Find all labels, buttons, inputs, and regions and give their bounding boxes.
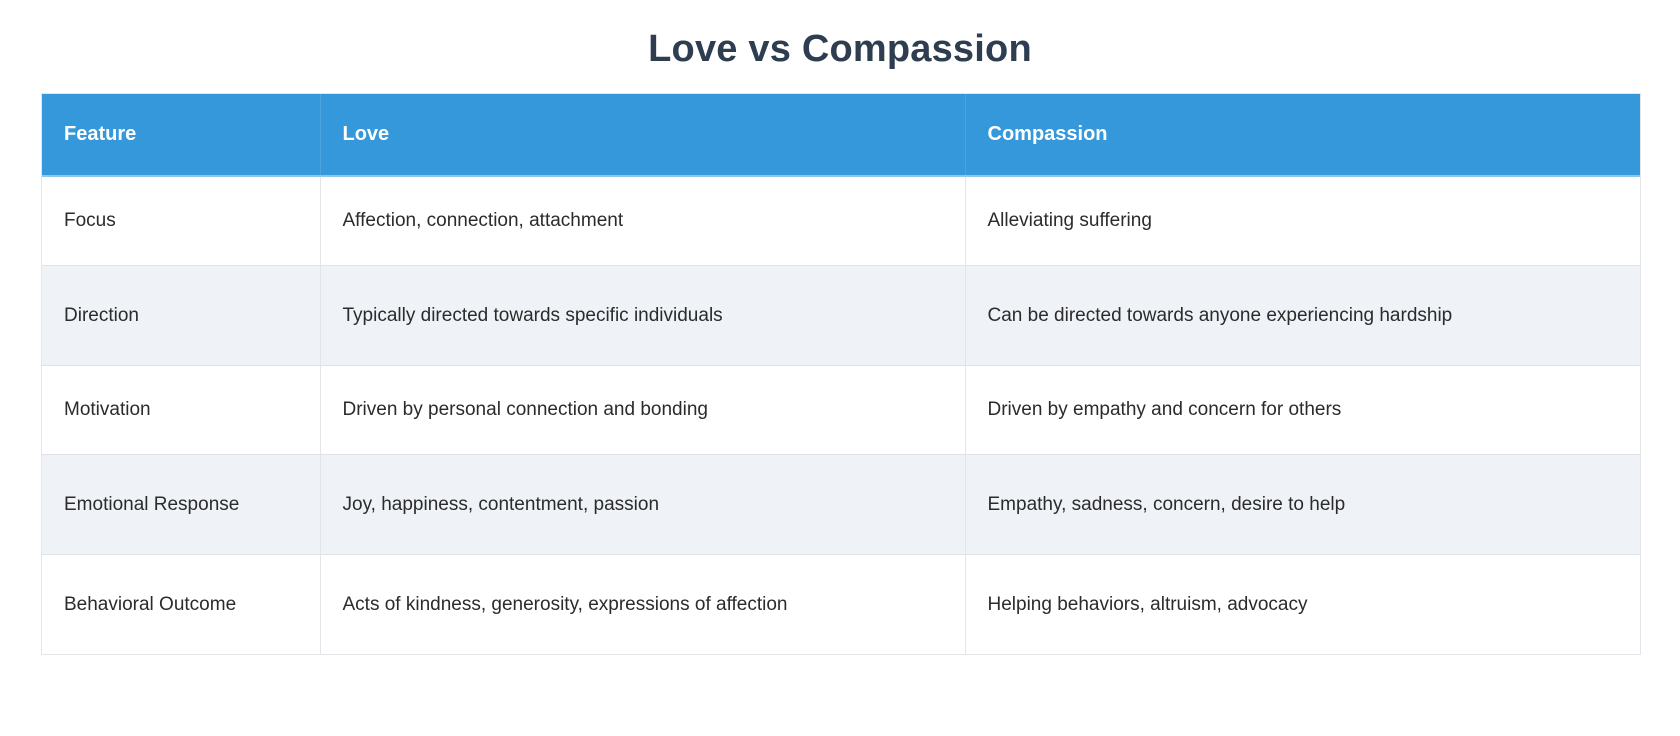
cell-feature: Motivation — [42, 365, 321, 455]
table-row: Behavioral Outcome Acts of kindness, gen… — [42, 554, 1640, 654]
cell-love: Typically directed towards specific indi… — [320, 265, 966, 366]
cell-compassion: Empathy, sadness, concern, desire to hel… — [965, 454, 1640, 555]
comparison-table: Feature Love Compassion Focus Affection,… — [42, 94, 1640, 654]
cell-feature: Focus — [42, 176, 321, 266]
cell-compassion: Alleviating suffering — [965, 176, 1640, 266]
cell-compassion: Driven by empathy and concern for others — [965, 365, 1640, 455]
table-row: Motivation Driven by personal connection… — [42, 365, 1640, 455]
table-body: Focus Affection, connection, attachment … — [42, 176, 1640, 654]
table-row: Focus Affection, connection, attachment … — [42, 176, 1640, 266]
table-row: Emotional Response Joy, happiness, conte… — [42, 454, 1640, 555]
table-container: Feature Love Compassion Focus Affection,… — [42, 94, 1640, 654]
cell-feature: Behavioral Outcome — [42, 554, 321, 654]
table-header: Feature Love Compassion — [42, 94, 1640, 177]
column-header-feature[interactable]: Feature — [42, 94, 321, 177]
cell-feature: Emotional Response — [42, 454, 321, 555]
page-title: Love vs Compassion — [648, 28, 1032, 70]
cell-compassion: Can be directed towards anyone experienc… — [965, 265, 1640, 366]
cell-love: Acts of kindness, generosity, expression… — [320, 554, 966, 654]
column-header-compassion[interactable]: Compassion — [965, 94, 1640, 177]
cell-feature: Direction — [42, 265, 321, 366]
cell-compassion: Helping behaviors, altruism, advocacy — [965, 554, 1640, 654]
cell-love: Joy, happiness, contentment, passion — [320, 454, 966, 555]
cell-love: Affection, connection, attachment — [320, 176, 966, 266]
column-header-love[interactable]: Love — [320, 94, 966, 177]
table-row: Direction Typically directed towards spe… — [42, 265, 1640, 366]
cell-love: Driven by personal connection and bondin… — [320, 365, 966, 455]
table-header-row: Feature Love Compassion — [42, 94, 1640, 177]
